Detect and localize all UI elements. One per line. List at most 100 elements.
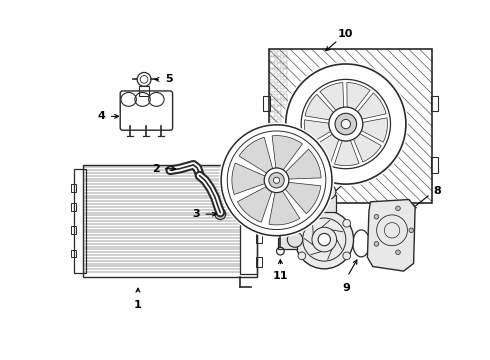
Bar [256, 234, 262, 243]
Bar [270, 76, 275, 80]
Polygon shape [358, 93, 386, 119]
Bar [276, 63, 281, 68]
Polygon shape [285, 149, 321, 179]
Bar [270, 119, 275, 123]
Text: 4: 4 [98, 111, 106, 121]
Circle shape [295, 210, 354, 269]
Bar [256, 257, 262, 266]
Bar [256, 180, 262, 189]
Text: 6: 6 [282, 197, 290, 207]
Bar [283, 82, 287, 86]
Text: 1: 1 [134, 300, 142, 310]
Circle shape [395, 206, 400, 211]
Circle shape [335, 113, 357, 135]
Bar [270, 57, 275, 62]
Bar [270, 137, 275, 142]
Circle shape [284, 62, 408, 186]
Text: 9: 9 [342, 283, 350, 293]
Circle shape [269, 172, 284, 188]
Text: 3: 3 [193, 209, 200, 219]
Bar [270, 168, 275, 172]
Bar [270, 106, 275, 111]
Bar [283, 51, 287, 55]
Polygon shape [354, 134, 381, 162]
Bar [270, 193, 275, 197]
Bar [283, 76, 287, 80]
Bar [270, 156, 275, 160]
Bar [313, 195, 336, 212]
Bar [270, 180, 275, 185]
Bar [276, 168, 281, 172]
Bar [270, 94, 275, 99]
Circle shape [287, 232, 303, 247]
Bar [270, 143, 275, 148]
Polygon shape [305, 94, 333, 120]
Bar [276, 88, 281, 93]
Circle shape [409, 228, 414, 233]
Bar [276, 143, 281, 148]
Bar [283, 162, 287, 166]
Text: 7: 7 [342, 171, 350, 181]
Polygon shape [312, 134, 339, 163]
Bar [283, 174, 287, 179]
Bar [276, 106, 281, 111]
Circle shape [320, 184, 336, 199]
Bar [263, 95, 270, 111]
Bar [71, 249, 75, 257]
Bar [276, 125, 281, 130]
Bar [240, 166, 257, 274]
Bar [283, 193, 287, 197]
Circle shape [264, 168, 289, 193]
Polygon shape [335, 140, 359, 166]
Polygon shape [362, 118, 388, 142]
Bar [276, 119, 281, 123]
Circle shape [374, 215, 379, 219]
Polygon shape [304, 120, 331, 144]
Bar [283, 143, 287, 148]
Bar [283, 69, 287, 74]
Bar [283, 94, 287, 99]
Bar [83, 165, 257, 276]
Text: 8: 8 [434, 186, 441, 196]
Bar [276, 69, 281, 74]
Bar [283, 57, 287, 62]
Bar [270, 162, 275, 166]
Bar [283, 100, 287, 105]
Bar [276, 100, 281, 105]
Text: 10: 10 [338, 28, 353, 39]
Bar [283, 149, 287, 154]
Polygon shape [237, 186, 272, 222]
Bar [276, 162, 281, 166]
Text: 11: 11 [272, 271, 288, 281]
Circle shape [341, 120, 350, 129]
Circle shape [395, 250, 400, 255]
Polygon shape [285, 182, 321, 213]
Bar [276, 186, 281, 191]
Circle shape [298, 252, 306, 260]
Text: 2: 2 [152, 164, 159, 174]
Polygon shape [239, 137, 273, 174]
Bar [276, 137, 281, 142]
Circle shape [329, 107, 363, 141]
Bar [283, 180, 287, 185]
Polygon shape [368, 199, 415, 271]
Bar [270, 186, 275, 191]
Bar [270, 125, 275, 130]
Bar [276, 51, 281, 55]
Bar [276, 193, 281, 197]
Bar [270, 82, 275, 86]
Bar [270, 51, 275, 55]
Bar [283, 186, 287, 191]
Bar [276, 180, 281, 185]
Polygon shape [272, 136, 302, 171]
Circle shape [343, 219, 350, 227]
Bar [71, 184, 75, 192]
Polygon shape [232, 163, 266, 194]
Bar [263, 157, 270, 172]
Bar [270, 131, 275, 136]
Bar [431, 95, 438, 111]
Bar [71, 203, 75, 211]
Bar [276, 149, 281, 154]
Circle shape [273, 177, 280, 183]
Bar [71, 226, 75, 234]
